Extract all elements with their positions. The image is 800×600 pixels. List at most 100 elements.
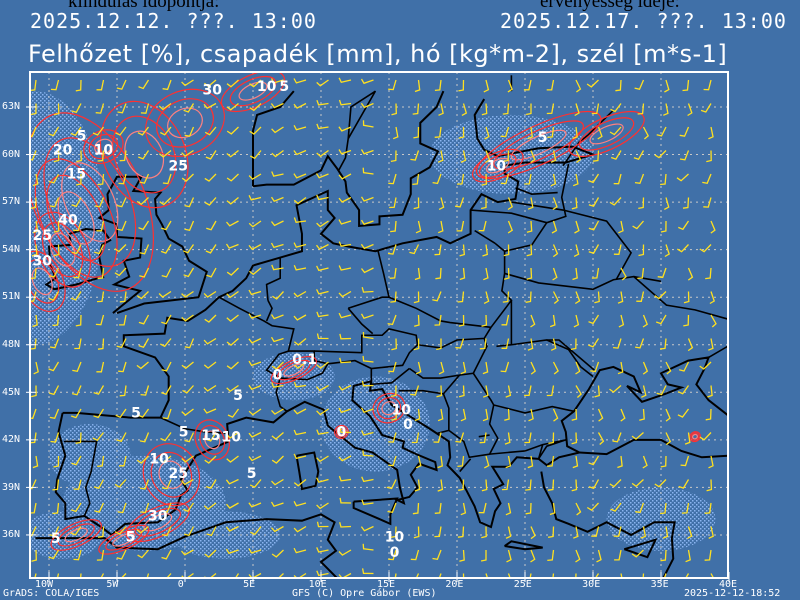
precip-contour [372,392,406,424]
wind-barb [634,173,645,185]
precip-contour [30,250,66,312]
wind-barb [71,455,82,466]
wind-barb [181,314,194,322]
wind-barb [571,432,578,445]
precip-contour [64,527,88,543]
wind-barb [388,432,397,443]
wind-barb [638,244,645,257]
wind-barb [654,150,667,159]
wind-barb [360,313,374,319]
wind-barb [71,103,82,114]
wind-barb [482,361,489,375]
wind-barb [617,291,624,304]
wind-barb [639,408,645,421]
wind-barb [414,79,421,93]
wind-barb [525,103,532,116]
init-time-label: kiindulás időpontja: [68,0,220,12]
wind-barb [316,502,329,510]
wind-barb [704,502,712,514]
precip-contour [134,507,182,537]
wind-barb [161,220,172,231]
wind-barb [53,220,60,233]
wind-barb [48,549,60,560]
wind-barb [573,526,579,539]
wind-barb [360,149,374,155]
wind-barb [204,549,217,558]
wind-barb [203,79,217,88]
wind-barb [117,220,127,231]
wind-barb [550,150,557,163]
precip-contour [578,117,635,151]
lat-label: 60N [2,148,21,160]
wind-barb [53,455,60,468]
wind-barb [293,173,307,179]
wind-barb [100,573,105,578]
wind-barb [70,126,82,137]
wind-barb [205,244,217,254]
wind-barb [158,150,172,158]
wind-barb [708,455,714,469]
wind-barb [609,479,622,488]
wind-barb [248,195,262,201]
wind-barb [293,572,307,578]
lon-label: 25E [513,579,532,590]
precip-contour [158,460,185,489]
wind-barb [642,361,649,375]
wind-barb [663,197,670,210]
wind-barb [483,267,489,281]
contour-label: 10 [257,79,277,95]
contour-label: 5 [247,466,257,482]
wind-barb [390,220,397,233]
wind-barb [272,291,284,300]
wind-barb [434,244,442,256]
wind-barb [460,502,467,516]
wind-barb [138,150,150,160]
country-border [537,439,567,460]
wind-barb [665,432,672,446]
wind-barb [360,78,374,85]
wind-barb [293,149,307,156]
wind-barb [708,126,714,140]
wind-barb [503,267,510,280]
wind-barb [528,408,534,422]
wind-barb [665,408,671,422]
wind-barb [49,267,60,278]
wind-barb [700,103,712,113]
wind-barb [33,361,39,375]
wind-barb [49,197,60,208]
wind-barb [594,573,600,578]
wind-barb [529,573,532,578]
wind-barb [708,526,714,539]
wind-barb [162,173,172,185]
contour-label: 0.1 [292,352,317,368]
contour-label: 15 [201,428,220,444]
wind-barb [293,242,307,248]
wind-barb [30,197,37,209]
precip-contour [156,98,214,148]
wind-barb [591,267,600,279]
wind-barb [550,173,557,187]
wind-barb [30,526,37,537]
wind-barb [162,79,172,91]
wind-barb [226,361,239,370]
wind-barb [226,338,239,346]
wind-barb [338,549,352,556]
wind-barb [204,314,217,323]
wind-barb [270,336,284,343]
wind-barb [679,126,690,137]
wind-barb [227,408,240,418]
wind-barb [409,244,420,255]
wind-barb [573,244,580,257]
wind-barb [362,331,374,340]
precip-contour [479,153,517,178]
wind-barb [703,197,712,208]
wind-barb [394,573,397,578]
wind-barb [389,267,397,279]
wind-barb [683,291,690,304]
wind-barb [588,173,600,184]
wind-barb [137,126,150,136]
wind-barb [478,502,487,514]
wind-barb [338,455,352,462]
lat-label: 54N [2,243,21,255]
wind-barb [316,477,329,483]
